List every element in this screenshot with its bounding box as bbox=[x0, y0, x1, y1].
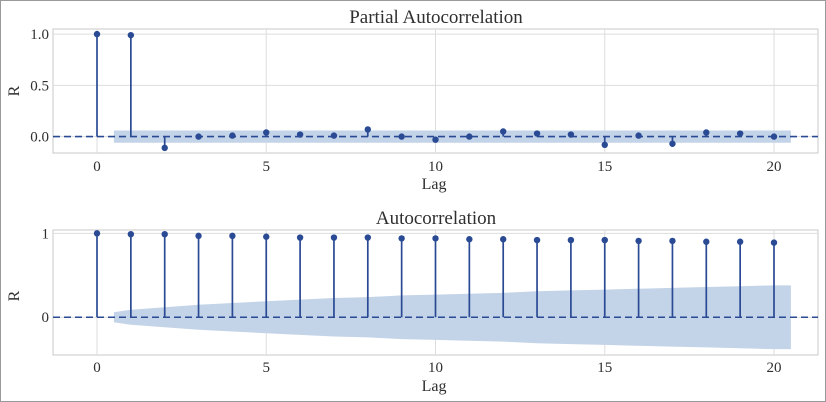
stem-marker bbox=[466, 133, 473, 140]
stem-marker bbox=[567, 236, 575, 244]
stem-marker bbox=[432, 136, 439, 143]
stem-marker bbox=[330, 234, 338, 241]
stem-marker bbox=[736, 238, 744, 245]
y-tick-label: 0.0 bbox=[30, 130, 49, 146]
stem-marker bbox=[364, 234, 372, 241]
x-tick-label: 10 bbox=[428, 159, 443, 175]
x-tick-label: 15 bbox=[597, 360, 612, 376]
x-tick-label: 0 bbox=[93, 159, 101, 175]
stem-marker bbox=[499, 128, 507, 135]
x-tick-label: 0 bbox=[93, 360, 101, 376]
stem-marker bbox=[567, 131, 575, 138]
stem-marker bbox=[669, 140, 676, 147]
y-axis-label: R bbox=[6, 85, 23, 96]
y-axis-label: R bbox=[6, 290, 23, 301]
stem-marker bbox=[195, 133, 202, 140]
y-tick-label: 1.0 bbox=[30, 27, 49, 43]
stem-marker bbox=[533, 236, 541, 244]
x-tick-label: 15 bbox=[597, 159, 612, 175]
stem-marker bbox=[703, 129, 710, 136]
stem-marker bbox=[229, 132, 236, 139]
x-axis-label: Lag bbox=[422, 378, 447, 395]
stem-marker bbox=[533, 130, 541, 137]
stem-marker bbox=[263, 233, 270, 240]
stem-marker bbox=[127, 31, 135, 39]
stem-marker bbox=[736, 130, 744, 137]
x-axis-label: Lag bbox=[422, 176, 447, 193]
plot-area: 0 5 10 15 20 1.0 0.5 0.0 bbox=[30, 27, 819, 175]
stem-marker bbox=[398, 235, 405, 242]
x-tick-label: 20 bbox=[766, 360, 781, 376]
x-tick-label: 10 bbox=[428, 360, 443, 376]
stem-marker bbox=[296, 131, 304, 138]
stem-marker bbox=[93, 230, 101, 237]
stem-marker bbox=[466, 236, 473, 243]
stem-marker bbox=[364, 126, 372, 133]
x-tick-label: 5 bbox=[263, 360, 271, 376]
stem-marker bbox=[770, 239, 778, 246]
stem-marker bbox=[635, 237, 642, 245]
stem-marker bbox=[127, 230, 135, 238]
chart-title: Partial Autocorrelation bbox=[349, 7, 523, 28]
stem-marker bbox=[770, 133, 778, 140]
stem-marker bbox=[93, 30, 101, 38]
stem-marker bbox=[601, 141, 608, 149]
stem-marker bbox=[432, 235, 439, 242]
stem-marker bbox=[263, 129, 270, 136]
stem-marker bbox=[601, 236, 608, 244]
stem-marker bbox=[669, 237, 676, 245]
stem-marker bbox=[635, 132, 642, 139]
stem-marker bbox=[161, 144, 168, 152]
y-tick-label: 0.5 bbox=[30, 78, 49, 94]
x-tick-label: 20 bbox=[766, 159, 781, 175]
y-tick-label: 0 bbox=[42, 310, 50, 326]
x-tick-label: 5 bbox=[263, 159, 271, 175]
stem-marker bbox=[296, 234, 304, 241]
stem-marker bbox=[161, 230, 168, 238]
stem-marker bbox=[499, 236, 507, 243]
stem-marker bbox=[330, 132, 338, 139]
y-tick-label: 1 bbox=[42, 226, 50, 242]
stem-marker bbox=[229, 232, 236, 240]
stem-marker bbox=[195, 232, 202, 240]
pacf-panel: Partial Autocorrelation Lag R 0 5 10 15 20 1.… bbox=[6, 7, 819, 193]
chart-title: Autocorrelation bbox=[376, 208, 497, 229]
stem-marker bbox=[703, 238, 710, 245]
stem-marker bbox=[398, 133, 405, 140]
